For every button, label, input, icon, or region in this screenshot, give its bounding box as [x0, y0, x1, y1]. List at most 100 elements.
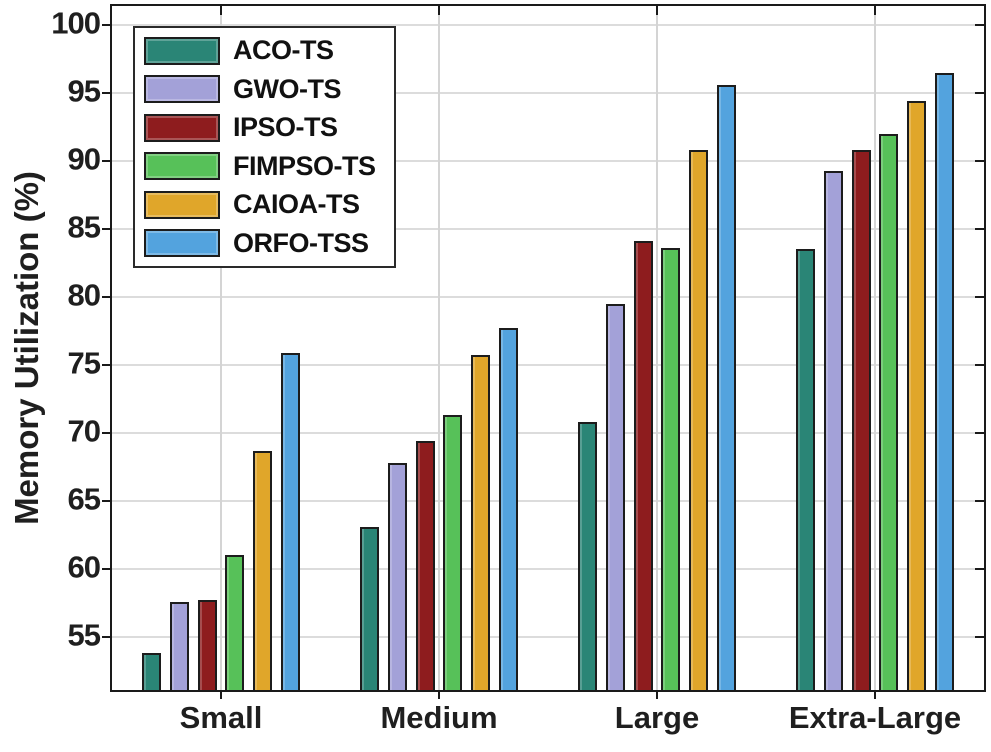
legend-label: GWO-TS — [233, 73, 341, 104]
h-gridline — [112, 160, 984, 163]
bar-aco-ts-medium — [360, 526, 380, 690]
bar-orfo-tss-medium — [498, 328, 518, 690]
h-gridline — [112, 431, 984, 434]
x-tick-label: Small — [179, 700, 263, 735]
bar-caioa-ts-large — [689, 150, 708, 690]
y-tick-mark — [102, 499, 110, 502]
y-tick-mark — [102, 228, 110, 230]
y-tick-label: 100 — [51, 5, 101, 41]
y-tick-mark-mirror — [975, 296, 984, 298]
legend-swatch-aco-ts — [144, 36, 220, 65]
x-tick-mark-mirror — [438, 6, 440, 15]
y-tick-mark-mirror — [975, 635, 984, 638]
y-tick-mark-mirror — [975, 160, 984, 163]
h-gridline — [112, 567, 984, 570]
bar-gwo-ts-extra-large — [824, 170, 843, 690]
plot-area — [102, 4, 986, 699]
y-tick-mark-mirror — [975, 92, 984, 95]
legend-swatch-caioa-ts — [144, 190, 220, 219]
bar-ipso-ts-extra-large — [851, 150, 871, 690]
legend-item: FIMPSO-TS — [135, 148, 394, 184]
y-tick-mark-mirror — [975, 499, 984, 502]
x-tick-mark — [656, 692, 658, 699]
x-tick-mark — [438, 692, 440, 699]
h-gridline — [112, 24, 984, 27]
bar-gwo-ts-small — [170, 601, 189, 690]
bar-aco-ts-small — [142, 653, 162, 690]
legend-item: CAIOA-TS — [135, 187, 394, 223]
y-tick-label: 70 — [67, 413, 101, 449]
legend-label: ACO-TS — [233, 35, 334, 66]
bar-aco-ts-extra-large — [796, 249, 816, 690]
x-tick-mark-mirror — [220, 6, 222, 15]
v-gridline — [438, 6, 440, 690]
bar-fimpso-ts-medium — [443, 415, 463, 690]
legend-swatch-ipso-ts — [144, 113, 220, 142]
h-gridline — [112, 228, 984, 230]
y-tick-label: 95 — [67, 73, 101, 109]
y-tick-mark-mirror — [975, 24, 984, 27]
bar-fimpso-ts-large — [661, 248, 681, 690]
bar-caioa-ts-medium — [471, 355, 490, 690]
h-gridline — [112, 92, 984, 95]
y-tick-label: 75 — [67, 345, 101, 381]
legend-label: IPSO-TS — [233, 112, 338, 143]
x-tick-label: Medium — [380, 700, 498, 735]
v-gridline — [874, 6, 876, 690]
y-tick-mark — [102, 92, 110, 95]
y-tick-label: 90 — [67, 141, 101, 177]
y-tick-label: 55 — [67, 617, 101, 653]
y-tick-mark — [102, 567, 110, 570]
bar-caioa-ts-small — [253, 450, 272, 690]
legend-label: ORFO-TSS — [233, 227, 369, 258]
y-tick-mark-mirror — [975, 363, 984, 366]
h-gridline — [112, 499, 984, 502]
legend: ACO-TS GWO-TS IPSO-TS FIMPSO-TS CAIOA-TS ORFO… — [133, 26, 396, 268]
v-gridline — [220, 6, 222, 690]
h-gridline — [112, 363, 984, 366]
y-tick-mark-mirror — [975, 228, 984, 230]
y-tick-mark — [102, 24, 110, 27]
bar-caioa-ts-extra-large — [907, 101, 926, 690]
bar-orfo-tss-extra-large — [934, 72, 954, 690]
legend-label: CAIOA-TS — [233, 189, 360, 220]
h-gridline — [112, 296, 984, 298]
legend-item: IPSO-TS — [135, 110, 394, 146]
legend-label: FIMPSO-TS — [233, 150, 376, 181]
y-tick-label: 65 — [67, 481, 101, 517]
bar-gwo-ts-medium — [388, 462, 407, 690]
bar-orfo-tss-large — [716, 84, 736, 690]
x-tick-mark — [874, 692, 876, 699]
bar-ipso-ts-large — [633, 241, 653, 690]
y-tick-label: 80 — [67, 277, 101, 313]
legend-swatch-orfo-tss — [144, 229, 220, 258]
y-tick-mark — [102, 160, 110, 163]
legend-swatch-gwo-ts — [144, 75, 220, 104]
x-tick-mark — [220, 692, 222, 699]
y-tick-mark — [102, 635, 110, 638]
legend-swatch-fimpso-ts — [144, 152, 220, 181]
v-gridline — [656, 6, 658, 690]
bar-aco-ts-large — [578, 422, 598, 690]
legend-item: GWO-TS — [135, 71, 394, 107]
bar-ipso-ts-medium — [415, 441, 435, 690]
bar-ipso-ts-small — [197, 600, 217, 690]
y-tick-mark-mirror — [975, 431, 984, 434]
bar-fimpso-ts-extra-large — [879, 133, 899, 690]
bar-fimpso-ts-small — [225, 555, 245, 690]
x-tick-mark-mirror — [874, 6, 876, 15]
y-tick-mark — [102, 431, 110, 434]
y-tick-mark-mirror — [975, 567, 984, 570]
h-gridline — [112, 635, 984, 638]
y-tick-mark — [102, 363, 110, 366]
bar-gwo-ts-large — [606, 303, 625, 690]
y-tick-label: 85 — [67, 209, 101, 245]
bar-orfo-tss-small — [280, 352, 300, 690]
legend-item: ORFO-TSS — [135, 225, 394, 261]
y-tick-mark — [102, 296, 110, 298]
x-tick-label: Extra-Large — [788, 700, 962, 735]
legend-item: ACO-TS — [135, 33, 394, 69]
y-tick-label: 60 — [67, 549, 101, 585]
x-tick-label: Large — [614, 700, 700, 735]
